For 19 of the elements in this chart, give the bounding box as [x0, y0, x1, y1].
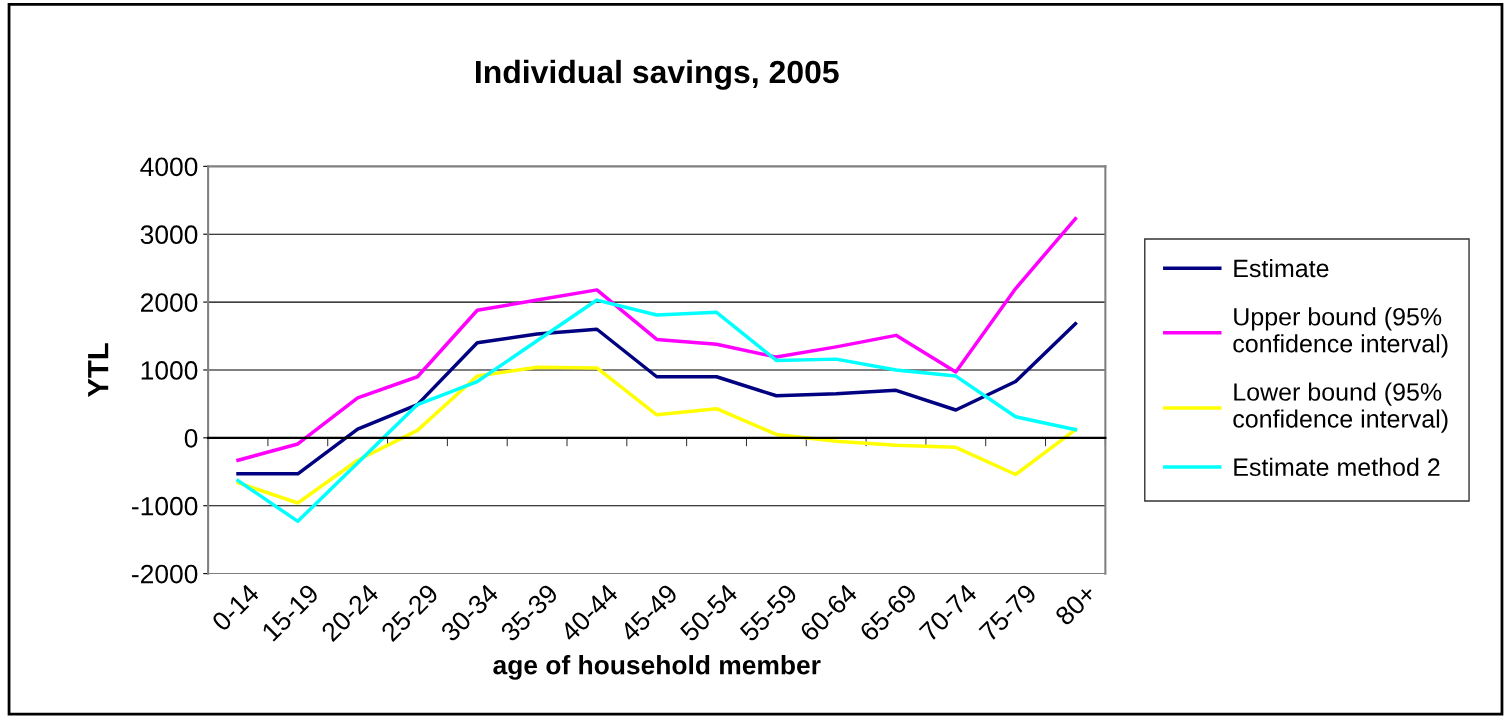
chart-title: Individual savings, 2005 — [476, 59, 839, 90]
y-tick-label: -1000 — [132, 496, 198, 516]
x-axis-title: age of household member — [493, 655, 821, 680]
y-tick-label: 4000 — [140, 157, 198, 177]
legend-label: Upper bound (95% confidence interval) — [1233, 307, 1448, 358]
line-series — [236, 322, 1078, 476]
y-tick-label: 2000 — [141, 293, 198, 312]
line-series — [236, 365, 1078, 505]
y-tick-label: 0 — [184, 428, 198, 448]
line-series — [236, 216, 1078, 462]
legend-label: Estimate — [1234, 258, 1329, 278]
y-tick-label: -2000 — [132, 564, 198, 584]
y-axis-title: YTL — [88, 343, 109, 398]
legend-label: Estimate method 2 — [1234, 457, 1440, 477]
y-tick-label: 1000 — [141, 361, 198, 380]
x-tick-label: 80+ — [1054, 583, 1098, 627]
y-tick-label: 3000 — [140, 225, 198, 245]
legend-label: Lower bound (95% confidence interval) — [1233, 382, 1448, 433]
line-series — [236, 298, 1078, 524]
